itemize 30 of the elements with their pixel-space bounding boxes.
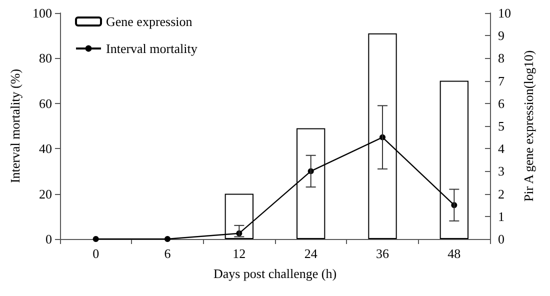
y-tick-label: 40 — [39, 141, 52, 156]
y-tick-label: 20 — [39, 186, 52, 202]
x-axis-title: Days post challenge (h) — [213, 266, 337, 281]
point — [164, 236, 170, 242]
x-tick-label: 48 — [448, 246, 461, 261]
x-tick-label: 6 — [164, 246, 172, 261]
legend-label: Gene expression — [106, 14, 193, 29]
x-tick-label: 0 — [92, 246, 100, 261]
y2-tick-label: 10 — [498, 6, 511, 20]
x-tick-label: 24 — [304, 246, 318, 261]
x-tick-label: 12 — [232, 246, 246, 261]
y-tick-label: 60 — [39, 96, 52, 111]
y2-tick-label: 6 — [498, 96, 505, 111]
y2-tick-label: 1 — [498, 208, 504, 224]
y-tick-label: 0 — [46, 232, 52, 246]
y2-tick-label: 0 — [498, 232, 504, 246]
point — [92, 236, 99, 242]
y-axis-title: Interval mortality (%) — [8, 68, 23, 184]
y2-tick-label: 8 — [498, 50, 504, 66]
y2-tick-label: 3 — [498, 164, 504, 179]
y-tick-label: 80 — [39, 50, 52, 66]
y2-tick-label: 4 — [498, 141, 505, 156]
y2-axis-title: Pir A gene expression(log10) — [520, 50, 536, 202]
y2-tick-label: 7 — [498, 73, 505, 88]
y2-tick-label: 2 — [498, 186, 504, 202]
y2-tick-label: 5 — [498, 118, 504, 134]
y2-tick-label: 9 — [498, 28, 504, 44]
legend-label: Interval mortality — [106, 41, 198, 56]
y-tick-label: 100 — [32, 6, 52, 20]
x-tick-label: 36 — [376, 246, 390, 261]
